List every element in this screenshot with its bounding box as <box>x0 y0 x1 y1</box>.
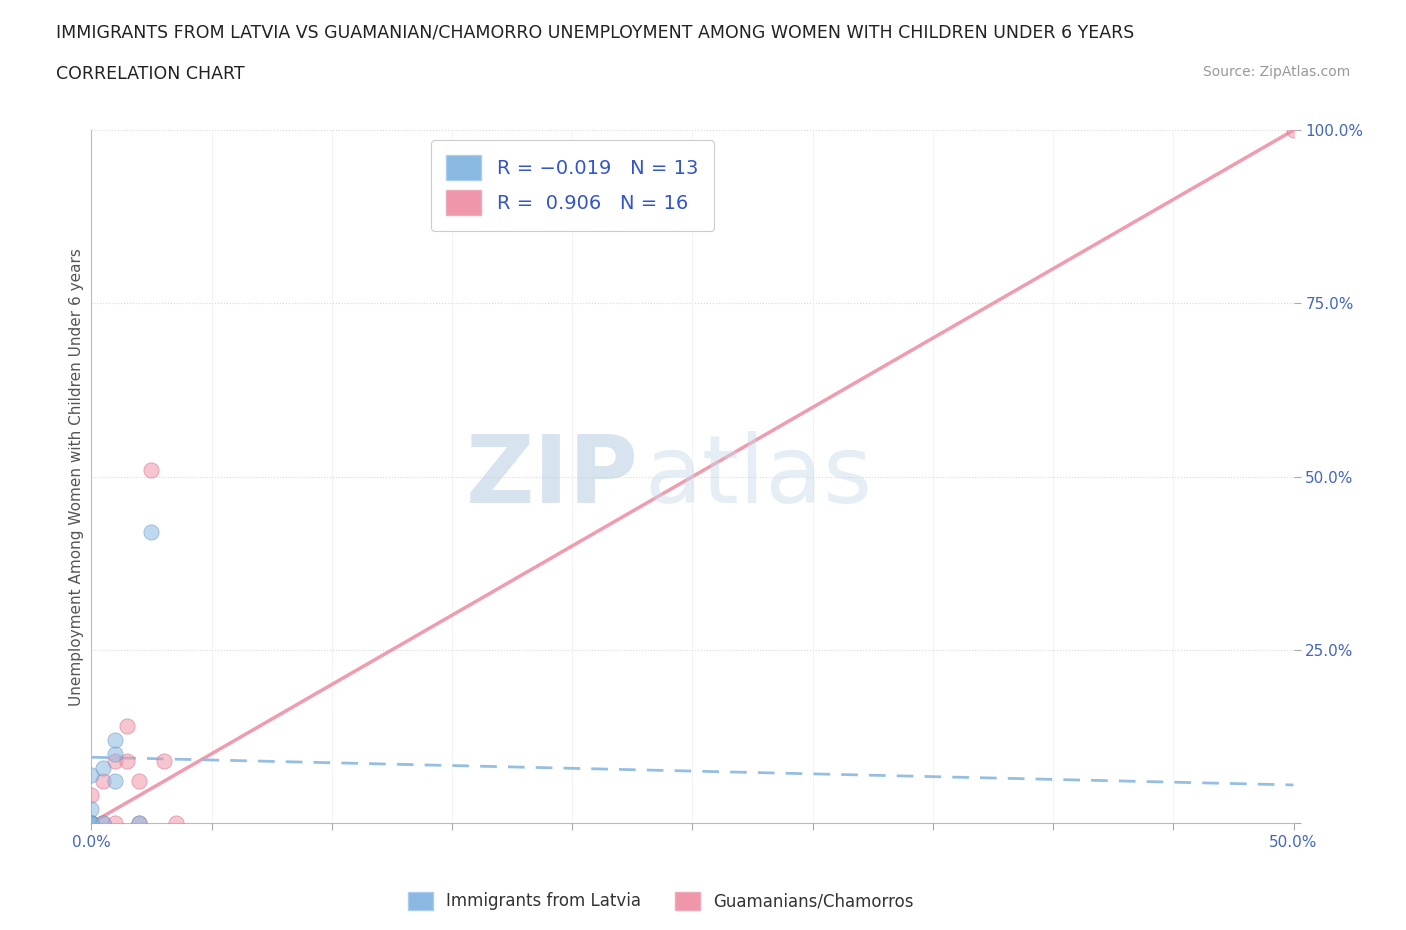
Point <box>128 774 150 789</box>
Text: IMMIGRANTS FROM LATVIA VS GUAMANIAN/CHAMORRO UNEMPLOYMENT AMONG WOMEN WITH CHILD: IMMIGRANTS FROM LATVIA VS GUAMANIAN/CHAM… <box>56 23 1135 41</box>
Text: ZIP: ZIP <box>465 431 638 523</box>
Point <box>141 525 163 539</box>
Point <box>117 753 139 768</box>
Point <box>93 774 115 789</box>
Point <box>80 816 103 830</box>
Text: CORRELATION CHART: CORRELATION CHART <box>56 65 245 83</box>
Point <box>104 733 127 748</box>
Point <box>80 816 103 830</box>
Point <box>93 816 115 830</box>
Point <box>80 767 103 782</box>
Point <box>1282 123 1305 138</box>
Point <box>152 753 174 768</box>
Point <box>80 816 103 830</box>
Point <box>104 774 127 789</box>
Point <box>93 816 115 830</box>
Point <box>117 719 139 734</box>
Point <box>128 816 150 830</box>
Legend: Immigrants from Latvia, Guamanians/Chamorros: Immigrants from Latvia, Guamanians/Chamo… <box>401 885 921 917</box>
Text: Source: ZipAtlas.com: Source: ZipAtlas.com <box>1202 65 1350 79</box>
Point <box>141 462 163 477</box>
Y-axis label: Unemployment Among Women with Children Under 6 years: Unemployment Among Women with Children U… <box>69 247 84 706</box>
Point <box>80 816 103 830</box>
Point <box>104 746 127 761</box>
Text: atlas: atlas <box>644 431 873 523</box>
Point <box>93 760 115 775</box>
Legend: R = −0.019   N = 13, R =  0.906   N = 16: R = −0.019 N = 13, R = 0.906 N = 16 <box>430 140 714 231</box>
Point <box>165 816 187 830</box>
Point <box>104 816 127 830</box>
Point <box>80 802 103 817</box>
Point <box>104 753 127 768</box>
Point <box>80 816 103 830</box>
Point <box>128 816 150 830</box>
Point <box>80 816 103 830</box>
Point <box>80 788 103 803</box>
Point <box>80 816 103 830</box>
